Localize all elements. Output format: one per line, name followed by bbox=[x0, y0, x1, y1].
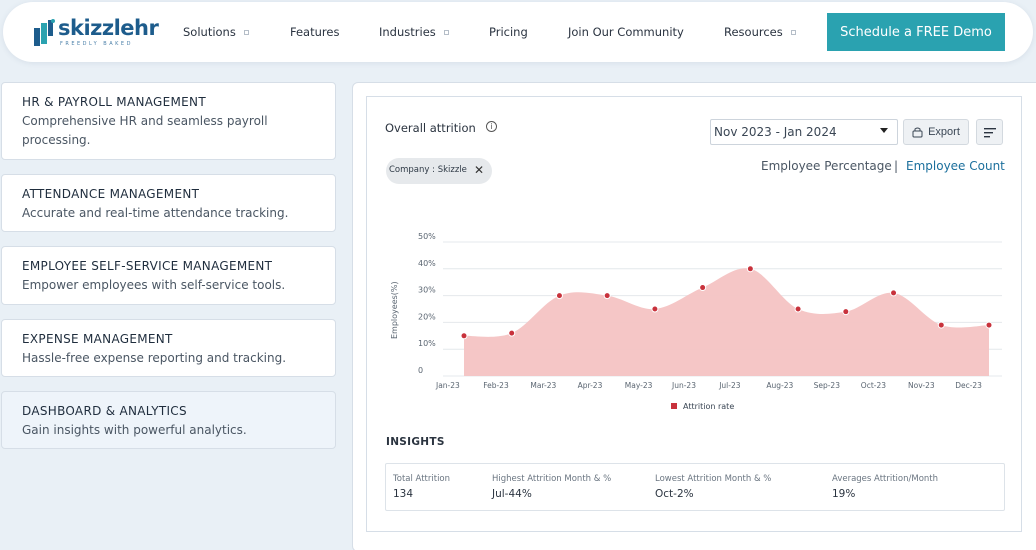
data-point-apr-23 bbox=[603, 292, 611, 300]
nav-label: Solutions bbox=[183, 25, 236, 39]
logo-tagline: FREEDLY BAKED bbox=[60, 41, 133, 47]
data-point-jan-23 bbox=[460, 332, 468, 340]
legend-swatch bbox=[671, 403, 677, 409]
nav-label: Join Our Community bbox=[568, 25, 684, 39]
nav-solutions[interactable]: Solutions bbox=[183, 25, 249, 39]
card-description: Hassle-free expense reporting and tracki… bbox=[22, 351, 287, 365]
feature-card-attendance[interactable]: ATTENDANCE MANAGEMENT Accurate and real-… bbox=[1, 174, 336, 232]
sort-lines-icon bbox=[984, 128, 996, 138]
data-point-aug-23 bbox=[794, 305, 802, 313]
x-tick-label: Jun-23 bbox=[671, 381, 696, 390]
x-tick-label: Aug-23 bbox=[766, 381, 793, 390]
insights-title: INSIGHTS bbox=[386, 436, 445, 448]
caret-down-icon bbox=[880, 128, 888, 133]
feature-card-dashboard-analytics[interactable]: DASHBOARD & ANALYTICS Gain insights with… bbox=[1, 391, 336, 449]
nav-features[interactable]: Features bbox=[290, 25, 339, 39]
nav-label: Pricing bbox=[489, 25, 528, 39]
y-tick-label: 20% bbox=[418, 312, 436, 321]
nav-pricing[interactable]: Pricing bbox=[489, 25, 528, 39]
export-icon bbox=[912, 127, 923, 137]
x-tick-label: May-23 bbox=[625, 381, 653, 390]
card-title: HR & PAYROLL MANAGEMENT bbox=[22, 95, 206, 109]
feature-card-self-service[interactable]: EMPLOYEE SELF-SERVICE MANAGEMENT Empower… bbox=[1, 246, 336, 305]
chevron-down-icon bbox=[243, 30, 249, 35]
y-tick-label: 30% bbox=[418, 286, 436, 295]
nav-label: Industries bbox=[379, 25, 436, 39]
top-navbar: skizzlehr FREEDLY BAKED Solutions Featur… bbox=[3, 2, 1033, 62]
insight-label-highest: Highest Attrition Month & % bbox=[492, 474, 612, 484]
insight-value-average: 19% bbox=[832, 488, 856, 500]
y-tick-label: 50% bbox=[418, 232, 436, 241]
card-description: Comprehensive HR and seamless payroll pr… bbox=[22, 114, 268, 147]
date-range-value: Nov 2023 - Jan 2024 bbox=[714, 125, 837, 139]
feature-card-expense[interactable]: EXPENSE MANAGEMENT Hassle-free expense r… bbox=[1, 319, 336, 377]
y-axis-label: Employees(%) bbox=[390, 281, 399, 339]
y-tick-label: 10% bbox=[418, 339, 436, 348]
info-icon[interactable]: i bbox=[486, 121, 497, 132]
data-point-sep-23 bbox=[842, 308, 850, 316]
nav-label: Features bbox=[290, 25, 340, 39]
data-point-jul-23 bbox=[746, 265, 754, 273]
x-tick-label: Oct-23 bbox=[861, 381, 886, 390]
schedule-demo-button[interactable]: Schedule a FREE Demo bbox=[827, 13, 1005, 51]
x-tick-label: Mar-23 bbox=[530, 381, 556, 390]
x-tick-label: Jul-23 bbox=[718, 381, 741, 390]
chip-label: Company : Skizzle bbox=[389, 165, 467, 175]
x-tick-label: Dec-23 bbox=[955, 381, 982, 390]
nav-resources[interactable]: Resources bbox=[724, 25, 796, 39]
sort-filter-button[interactable] bbox=[976, 119, 1003, 145]
legend-label: Attrition rate bbox=[683, 402, 734, 411]
card-description: Empower employees with self-service tool… bbox=[22, 278, 286, 292]
x-tick-label: Apr-23 bbox=[578, 381, 603, 390]
logo-text: skizzlehr bbox=[58, 16, 159, 40]
card-title: EXPENSE MANAGEMENT bbox=[22, 332, 173, 346]
nav-join-community[interactable]: Join Our Community bbox=[568, 25, 684, 39]
card-title: DASHBOARD & ANALYTICS bbox=[22, 404, 187, 418]
skizzle-logo-icon bbox=[34, 19, 55, 46]
data-point-mar-23 bbox=[555, 292, 563, 300]
y-tick-label: 40% bbox=[418, 259, 436, 268]
nav-industries[interactable]: Industries bbox=[379, 25, 449, 39]
date-range-select[interactable]: Nov 2023 - Jan 2024 bbox=[710, 119, 898, 145]
x-tick-label: Jan-23 bbox=[435, 381, 460, 390]
x-tick-label: Feb-23 bbox=[483, 381, 509, 390]
toggle-separator: | bbox=[894, 159, 899, 173]
card-description: Gain insights with powerful analytics. bbox=[22, 423, 247, 437]
chevron-down-icon bbox=[443, 30, 449, 35]
x-tick-label: Nov-23 bbox=[908, 381, 935, 390]
data-point-nov-23 bbox=[937, 321, 945, 329]
data-point-oct-23 bbox=[890, 289, 898, 297]
y-tick-label: 0 bbox=[418, 366, 423, 375]
insight-label-total: Total Attrition bbox=[393, 474, 451, 484]
attrition-area-chart: 0 10% 20% 30% 40% 50% Employees(%) Jan-23 Feb-23… bbox=[390, 232, 1002, 411]
insights-box bbox=[385, 463, 1005, 511]
data-point-dec-23 bbox=[985, 321, 993, 329]
x-tick-label: Sep-23 bbox=[814, 381, 841, 390]
export-label: Export bbox=[928, 126, 960, 138]
data-point-jun-23 bbox=[699, 284, 707, 292]
toggle-employee-percentage[interactable]: Employee Percentage bbox=[761, 159, 892, 173]
toggle-employee-count[interactable]: Employee Count bbox=[906, 159, 1005, 173]
card-title: EMPLOYEE SELF-SERVICE MANAGEMENT bbox=[22, 259, 273, 273]
feature-card-hr-payroll[interactable]: HR & PAYROLL MANAGEMENT Comprehensive HR… bbox=[1, 82, 336, 160]
insight-label-lowest: Lowest Attrition Month & % bbox=[655, 474, 772, 484]
card-description: Accurate and real-time attendance tracki… bbox=[22, 206, 289, 220]
widget-title: Overall attrition bbox=[385, 121, 476, 135]
data-point-feb-23 bbox=[508, 329, 516, 337]
close-icon[interactable]: ✕ bbox=[474, 163, 485, 177]
export-button[interactable]: Export bbox=[903, 119, 969, 145]
insight-value-highest: Jul-44% bbox=[492, 488, 532, 500]
card-title: ATTENDANCE MANAGEMENT bbox=[22, 187, 200, 201]
insight-value-total: 134 bbox=[393, 488, 414, 500]
data-point-may-23 bbox=[651, 305, 659, 313]
nav-label: Resources bbox=[724, 25, 783, 39]
insight-label-average: Averages Attrition/Month bbox=[832, 474, 939, 484]
insight-value-lowest: Oct-2% bbox=[655, 488, 694, 500]
chevron-down-icon bbox=[790, 30, 796, 35]
attrition-area bbox=[464, 268, 989, 376]
filter-chip-company: Company : Skizzle bbox=[386, 158, 492, 184]
